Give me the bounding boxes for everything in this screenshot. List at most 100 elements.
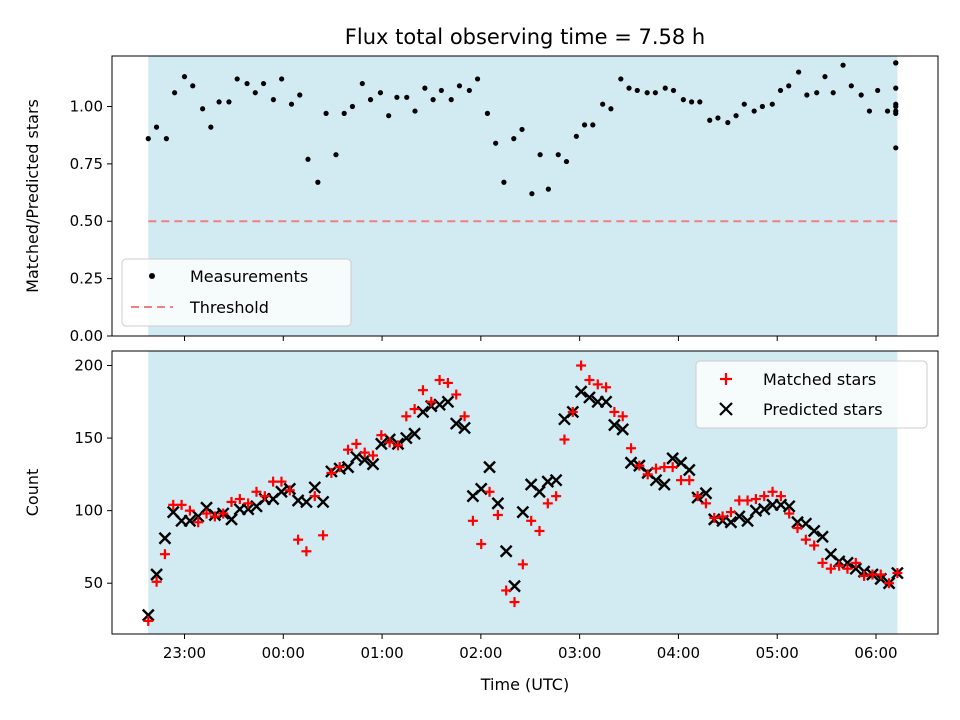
matched-star-marker — [201, 508, 212, 519]
matched-star-marker — [767, 486, 778, 497]
matched-star-marker — [559, 434, 570, 445]
predicted-star-marker — [225, 513, 238, 526]
measurement-point — [323, 110, 329, 116]
measurement-point — [796, 69, 802, 75]
matched-star-marker — [634, 460, 645, 471]
matched-star-marker — [226, 496, 237, 507]
predicted-star-marker — [275, 485, 288, 499]
predicted-star-marker — [374, 437, 388, 451]
lower-panel: 50 100 150 200 23:00 00:00 01:00 02:00 03:00 04:… — [23, 350, 939, 694]
matched-star-marker — [276, 476, 287, 487]
lower-x-ticks: 23:00 00:00 01:00 02:00 03:00 04:00 05:00 06:00 — [163, 634, 898, 662]
measurement-point — [297, 92, 303, 98]
measurement-point — [511, 136, 517, 142]
measurement-point — [377, 90, 384, 96]
measurement-point — [545, 186, 551, 192]
matched-star-marker — [193, 517, 204, 528]
predicted-star-marker — [816, 530, 829, 544]
measurement-point — [563, 158, 570, 165]
predicted-star-marker — [341, 460, 355, 474]
upper-y-tick-label: 0.75 — [70, 155, 103, 173]
measurement-point — [866, 108, 873, 114]
measurement-point — [315, 179, 321, 185]
measurement-point — [777, 87, 784, 94]
predicted-star-marker — [849, 562, 863, 576]
matched-star-marker — [817, 557, 828, 568]
x-tick-label: 23:00 — [163, 644, 206, 662]
measurement-point — [341, 110, 347, 116]
measurement-point — [438, 87, 444, 94]
predicted-star-marker — [300, 495, 313, 509]
measurement-point — [305, 156, 311, 162]
matched-star-marker — [151, 576, 162, 587]
matched-star-marker — [359, 447, 370, 458]
measurement-point — [634, 87, 640, 94]
measurement-point — [412, 108, 418, 114]
matched-star-marker — [551, 491, 562, 502]
measurement-point — [751, 108, 757, 114]
measurement-point — [260, 80, 267, 87]
measurement-point — [590, 122, 596, 128]
matched-star-marker — [143, 615, 154, 626]
matched-star-marker — [476, 539, 487, 550]
matched-star-marker — [301, 546, 312, 557]
measurement-point — [349, 103, 356, 110]
matched-star-marker — [526, 515, 537, 526]
x-tick-label: 02:00 — [459, 644, 502, 662]
measurement-point — [484, 110, 491, 116]
predicted-star-marker — [649, 473, 663, 487]
predicted-star-marker — [757, 502, 771, 516]
measurement-point — [608, 106, 614, 112]
predicted-star-marker — [516, 505, 530, 519]
measurement-point — [270, 97, 277, 103]
matched-star-marker — [409, 404, 420, 415]
matched-star-marker — [293, 534, 304, 545]
predicted-star-marker — [583, 391, 596, 404]
legend-label-matched: Matched stars — [763, 370, 876, 389]
x-tick-label: 01:00 — [360, 644, 403, 662]
measurement-point — [893, 108, 899, 114]
matched-star-marker — [259, 491, 270, 502]
upper-y-ticks: 0.00 0.25 0.50 0.75 1.00 — [70, 97, 112, 345]
matched-star-marker — [725, 507, 736, 518]
matched-star-marker — [809, 540, 820, 551]
matched-star-marker — [417, 385, 428, 396]
predicted-star-marker — [441, 395, 455, 409]
upper-legend-box — [121, 258, 352, 327]
measurement-point — [725, 119, 731, 126]
measurement-point — [190, 83, 196, 89]
measurement-point — [759, 103, 765, 110]
lower-legend: Matched stars Predicted stars — [695, 360, 928, 429]
measurement-point — [893, 60, 899, 66]
lower-y-tick-label: 50 — [84, 574, 103, 592]
predicted-star-marker — [449, 417, 463, 430]
measurement-point — [733, 113, 739, 119]
matched-star-marker — [459, 411, 470, 422]
measurement-point — [741, 101, 747, 107]
measurement-point — [226, 99, 232, 105]
predicted-star-marker — [666, 452, 680, 465]
measurement-point — [333, 152, 339, 158]
matched-star-marker — [309, 491, 320, 502]
measurement-point — [474, 76, 481, 82]
measurement-point — [529, 191, 535, 197]
measurement-point — [662, 85, 668, 91]
upper-panel: 0.00 0.25 0.50 0.75 1.00 Flux total observin… — [23, 25, 939, 345]
measurement-point — [244, 80, 250, 87]
measurement-point — [670, 87, 677, 94]
predicted-star-marker — [807, 524, 821, 538]
matched-star-marker — [376, 430, 387, 441]
measurement-point — [600, 101, 606, 107]
measurement-point — [367, 97, 374, 103]
matched-star-marker — [534, 525, 545, 536]
matched-star-marker — [784, 508, 795, 519]
predicted-star-marker — [682, 463, 696, 477]
predicted-star-marker — [499, 544, 513, 558]
measurement-point — [848, 83, 854, 89]
matched-star-marker — [825, 563, 836, 574]
predicted-star-marker — [549, 473, 563, 487]
legend-marker-matched — [720, 373, 732, 385]
matched-star-marker — [684, 475, 695, 486]
predicted-star-marker — [241, 502, 255, 516]
